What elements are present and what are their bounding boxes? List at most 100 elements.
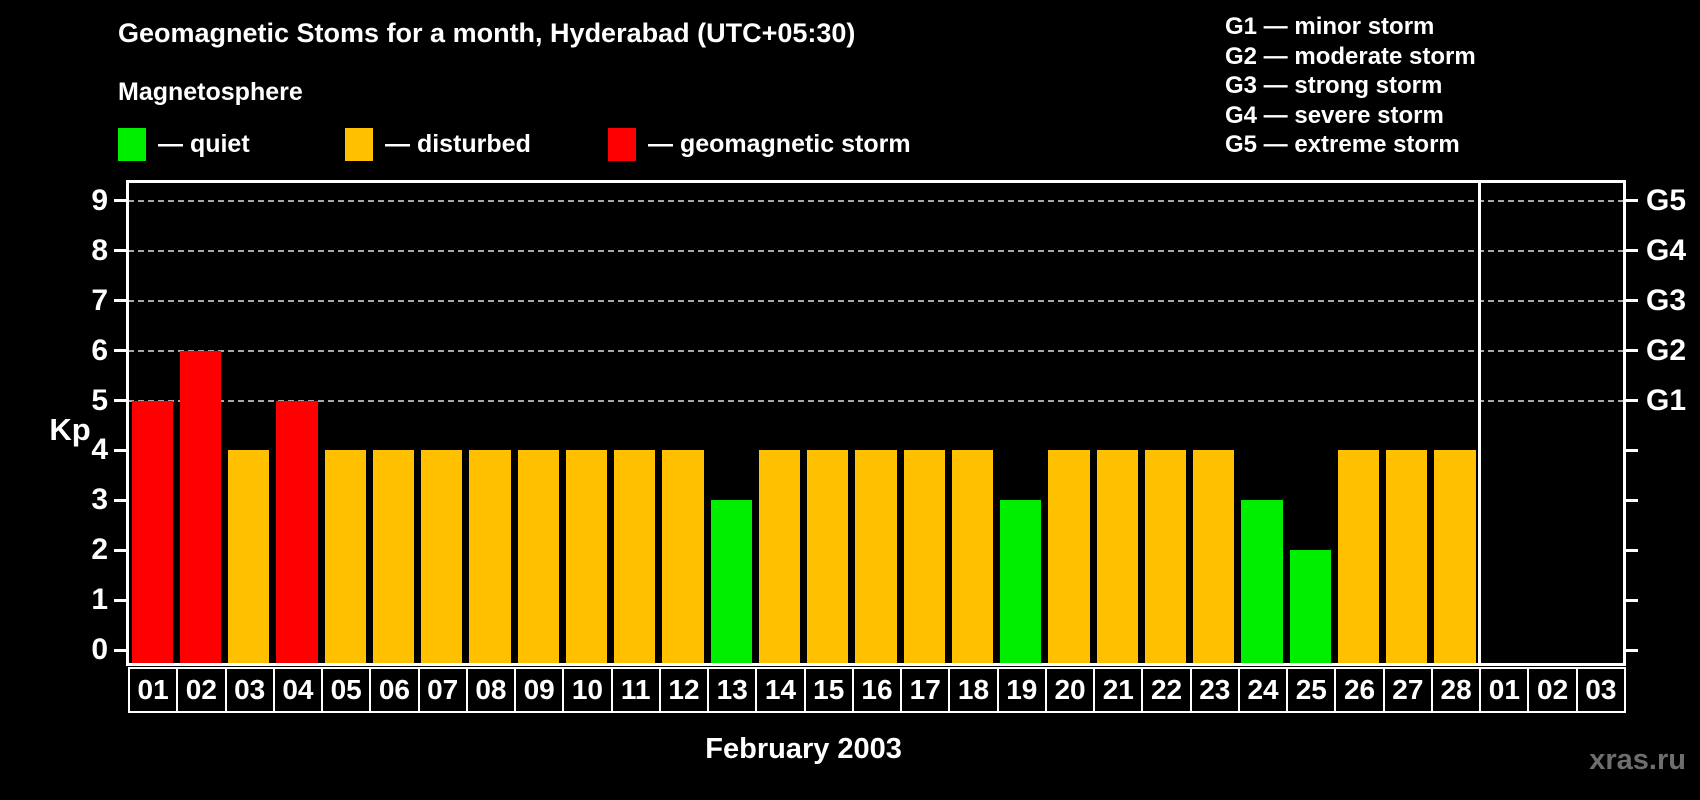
right-axis-label: G1 (1646, 383, 1687, 417)
day-label-feb-02: 02 (176, 667, 227, 713)
y-axis-tick-label: 9 (91, 183, 108, 217)
day-label-feb-06: 06 (369, 667, 420, 713)
day-label-feb-07: 07 (417, 667, 468, 713)
day-label-feb-04: 04 (272, 667, 324, 713)
day-label-feb-27: 27 (1382, 667, 1433, 713)
y-axis-tick-label: 7 (91, 283, 108, 317)
day-label-feb-11: 11 (610, 667, 661, 713)
kp-bar-day-09 (517, 450, 559, 663)
right-axis-tick (1624, 648, 1638, 652)
day-label-feb-01: 01 (128, 667, 179, 713)
day-label-mar-03: 03 (1575, 667, 1626, 713)
y-axis-tick (114, 598, 128, 602)
day-label-feb-20: 20 (1044, 667, 1096, 713)
kp-bar-day-22 (1144, 450, 1187, 663)
right-axis-tick (1624, 399, 1638, 402)
right-axis-tick (1624, 548, 1638, 552)
right-axis-label: G4 (1646, 233, 1687, 267)
gridline-kp8 (128, 249, 1624, 252)
y-axis-tick-label: 1 (91, 583, 108, 617)
kp-bar-day-21 (1096, 450, 1138, 663)
right-axis-label: G3 (1646, 283, 1687, 317)
day-label-mar-01: 01 (1479, 667, 1530, 713)
right-axis-tick (1624, 598, 1638, 602)
kp-bar-day-13 (710, 500, 752, 663)
quiet-color-swatch (118, 127, 146, 161)
day-label-feb-24: 24 (1237, 667, 1289, 713)
legend-item-quiet: — quiet (118, 124, 250, 164)
storm-color-swatch (608, 127, 636, 161)
y-axis-tick (114, 648, 128, 652)
watermark: xras.ru (1589, 744, 1686, 776)
y-axis-tick-label: 5 (91, 383, 108, 417)
kp-bar-day-28 (1434, 450, 1476, 663)
kp-bar-day-17 (903, 450, 945, 663)
y-axis-tick-label: 2 (91, 533, 108, 567)
g-legend-line: G1 — minor storm (1225, 13, 1435, 40)
g-legend-line: G5 — extreme storm (1225, 131, 1460, 158)
kp-bar-day-19 (1000, 500, 1042, 663)
g-legend-line: G2 — moderate storm (1225, 42, 1476, 70)
y-axis-tick (114, 548, 128, 552)
kp-bar-day-06 (372, 450, 415, 663)
kp-bar-day-04 (276, 400, 318, 663)
month-separator-line (1477, 182, 1481, 666)
plot-frame (126, 180, 1626, 666)
legend-label-disturbed: — disturbed (385, 129, 531, 158)
day-label-mar-02: 02 (1527, 667, 1578, 713)
legend-label-quiet: — quiet (158, 129, 250, 158)
kp-bar-day-08 (469, 450, 511, 663)
day-label-feb-25: 25 (1286, 667, 1337, 713)
y-axis-tick (114, 399, 128, 402)
right-axis-tick (1624, 299, 1638, 303)
day-label-feb-13: 13 (707, 667, 758, 713)
legend-label-storm: — geomagnetic storm (648, 129, 911, 158)
right-axis-tick (1624, 448, 1638, 452)
right-axis-tick (1624, 199, 1638, 203)
y-axis-tick (114, 249, 128, 253)
right-axis-tick (1624, 349, 1638, 353)
kp-bar-day-20 (1048, 450, 1090, 663)
y-axis-tick-label: 4 (91, 433, 108, 467)
g-legend-line: G3 — strong storm (1225, 72, 1443, 99)
day-label-feb-03: 03 (224, 667, 275, 713)
day-label-feb-14: 14 (755, 667, 806, 713)
legend-item-disturbed: — disturbed (345, 124, 531, 164)
day-label-feb-28: 28 (1430, 667, 1482, 713)
kp-bar-day-01 (131, 400, 173, 663)
kp-bar-day-15 (807, 450, 849, 663)
right-axis-tick (1624, 249, 1638, 253)
y-axis-tick-label: 3 (91, 483, 108, 517)
y-axis-tick (114, 299, 128, 303)
day-label-feb-21: 21 (1093, 667, 1144, 713)
day-label-feb-17: 17 (900, 667, 951, 713)
day-label-feb-22: 22 (1141, 667, 1192, 713)
right-axis-label: G2 (1646, 333, 1687, 367)
magnetosphere-heading: Magnetosphere (118, 78, 303, 106)
gridline-kp9 (128, 199, 1624, 202)
kp-bar-day-25 (1289, 550, 1331, 663)
right-axis-tick (1624, 498, 1638, 502)
y-axis-tick-label: 0 (91, 633, 108, 666)
gridline-kp6 (128, 349, 1624, 352)
day-label-feb-19: 19 (996, 667, 1047, 713)
kp-bar-day-12 (662, 450, 704, 663)
day-label-feb-10: 10 (562, 667, 613, 713)
kp-bar-day-14 (758, 450, 801, 663)
x-axis-title: February 2003 (705, 733, 902, 765)
day-label-feb-16: 16 (851, 667, 903, 713)
day-label-feb-12: 12 (658, 667, 710, 713)
day-label-feb-05: 05 (321, 667, 372, 713)
g-legend-line: G4 — severe storm (1225, 101, 1444, 129)
y-axis-tick (114, 199, 128, 203)
kp-bar-day-07 (421, 450, 463, 663)
disturbed-color-swatch (345, 127, 373, 161)
day-label-feb-15: 15 (803, 667, 854, 713)
gridline-kp7 (128, 299, 1624, 302)
day-label-feb-26: 26 (1334, 667, 1385, 713)
y-axis-title: Kp (49, 412, 91, 447)
gridline-kp5 (128, 399, 1624, 402)
day-label-feb-23: 23 (1189, 667, 1240, 713)
legend-item-storm: — geomagnetic storm (608, 124, 911, 164)
y-axis-tick (114, 349, 128, 353)
